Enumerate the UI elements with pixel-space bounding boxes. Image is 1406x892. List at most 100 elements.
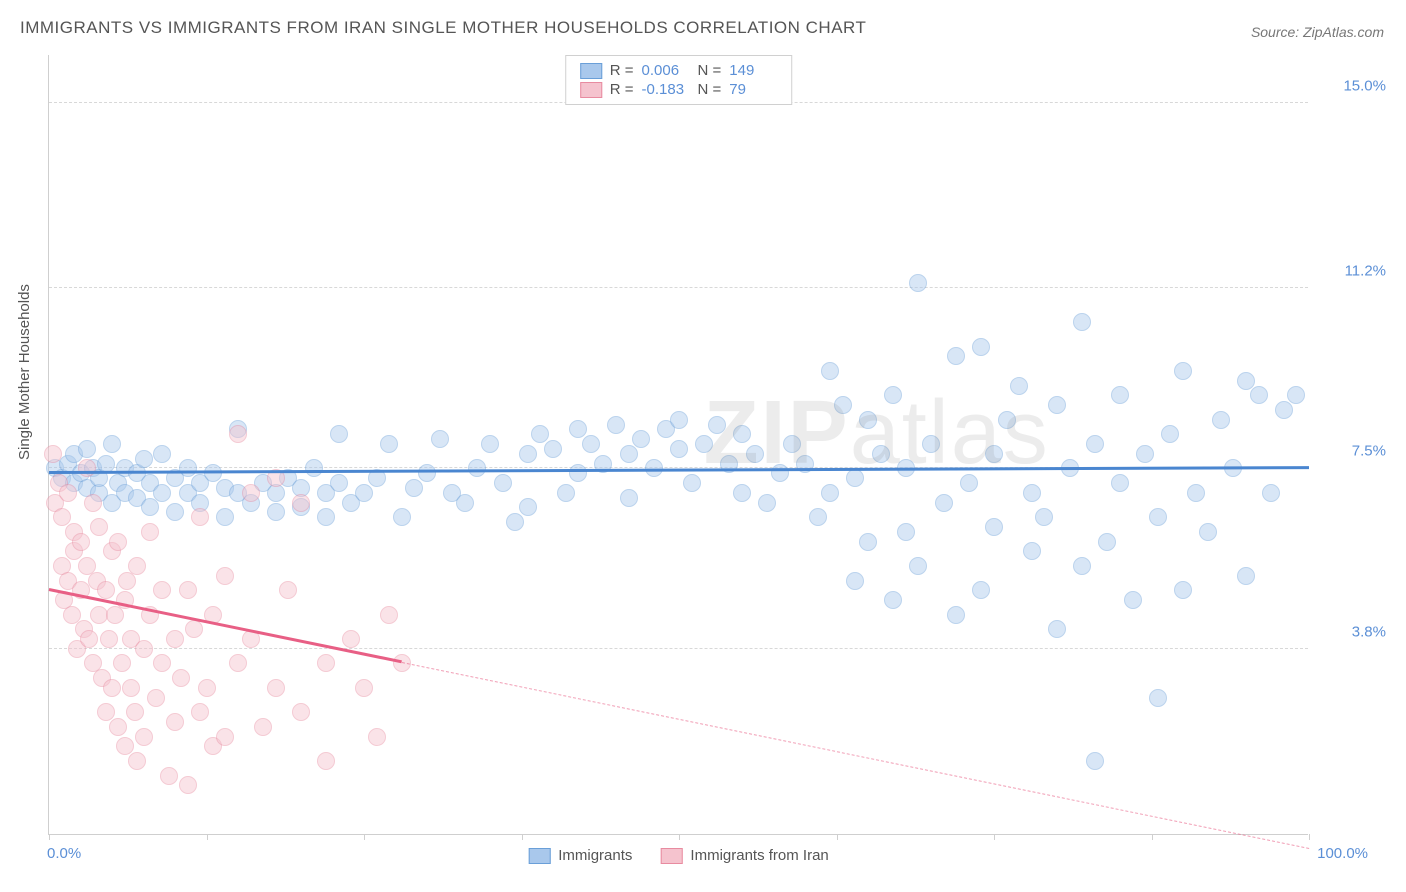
data-point xyxy=(126,703,144,721)
data-point xyxy=(582,435,600,453)
data-point xyxy=(191,508,209,526)
data-point xyxy=(1174,362,1192,380)
data-point xyxy=(569,464,587,482)
data-point xyxy=(141,523,159,541)
x-label-min: 0.0% xyxy=(47,845,81,862)
trendline xyxy=(49,588,402,663)
data-point xyxy=(431,430,449,448)
data-point xyxy=(292,494,310,512)
data-point xyxy=(620,445,638,463)
data-point xyxy=(670,440,688,458)
data-point xyxy=(998,411,1016,429)
data-point xyxy=(103,679,121,697)
data-point xyxy=(179,581,197,599)
data-point xyxy=(1111,474,1129,492)
source-label: Source: ZipAtlas.com xyxy=(1251,24,1384,40)
x-tick xyxy=(1309,834,1310,840)
y-tick-label: 11.2% xyxy=(1316,263,1386,280)
y-tick-label: 7.5% xyxy=(1316,443,1386,460)
data-point xyxy=(821,362,839,380)
data-point xyxy=(506,513,524,531)
data-point xyxy=(1010,377,1028,395)
data-point xyxy=(821,484,839,502)
data-point xyxy=(834,396,852,414)
data-point xyxy=(783,435,801,453)
data-point xyxy=(1237,372,1255,390)
data-point xyxy=(1073,557,1091,575)
data-point xyxy=(1048,396,1066,414)
data-point xyxy=(1086,435,1104,453)
legend-row-immigrants: R = 0.006 N = 149 xyxy=(580,61,778,80)
data-point xyxy=(947,347,965,365)
data-point xyxy=(733,425,751,443)
gridline xyxy=(49,648,1308,649)
data-point xyxy=(122,679,140,697)
data-point xyxy=(569,420,587,438)
data-point xyxy=(355,679,373,697)
data-point xyxy=(708,416,726,434)
y-tick-label: 3.8% xyxy=(1316,623,1386,640)
bottom-legend: Immigrants Immigrants from Iran xyxy=(528,847,829,864)
data-point xyxy=(153,581,171,599)
x-tick xyxy=(679,834,680,840)
data-point xyxy=(1023,542,1041,560)
data-point xyxy=(292,703,310,721)
data-point xyxy=(330,425,348,443)
data-point xyxy=(267,503,285,521)
data-point xyxy=(380,435,398,453)
data-point xyxy=(1174,581,1192,599)
data-point xyxy=(103,435,121,453)
data-point xyxy=(405,479,423,497)
data-point xyxy=(620,489,638,507)
x-tick xyxy=(837,834,838,840)
correlation-legend: R = 0.006 N = 149 R = -0.183 N = 79 xyxy=(565,55,793,105)
data-point xyxy=(90,518,108,536)
swatch-immigrants-icon xyxy=(528,848,550,864)
data-point xyxy=(135,728,153,746)
data-point xyxy=(128,752,146,770)
data-point xyxy=(216,508,234,526)
y-axis-label: Single Mother Households xyxy=(16,284,33,460)
data-point xyxy=(670,411,688,429)
data-point xyxy=(116,737,134,755)
data-point xyxy=(1212,411,1230,429)
data-point xyxy=(985,518,1003,536)
data-point xyxy=(166,503,184,521)
data-point xyxy=(342,630,360,648)
data-point xyxy=(317,752,335,770)
data-point xyxy=(922,435,940,453)
data-point xyxy=(909,557,927,575)
data-point xyxy=(166,630,184,648)
x-tick xyxy=(994,834,995,840)
plot-area: ZIPatlas R = 0.006 N = 149 R = -0.183 N … xyxy=(48,55,1308,835)
data-point xyxy=(1149,508,1167,526)
data-point xyxy=(1187,484,1205,502)
data-point xyxy=(305,459,323,477)
data-point xyxy=(198,679,216,697)
chart-container: IMMIGRANTS VS IMMIGRANTS FROM IRAN SINGL… xyxy=(0,0,1406,892)
x-label-max: 100.0% xyxy=(1317,845,1368,862)
data-point xyxy=(330,474,348,492)
data-point xyxy=(229,425,247,443)
data-point xyxy=(100,630,118,648)
data-point xyxy=(859,533,877,551)
data-point xyxy=(153,445,171,463)
data-point xyxy=(44,445,62,463)
bottom-legend-immigrants: Immigrants xyxy=(528,847,632,864)
gridline xyxy=(49,287,1308,288)
data-point xyxy=(897,523,915,541)
data-point xyxy=(859,411,877,429)
data-point xyxy=(872,445,890,463)
data-point xyxy=(695,435,713,453)
data-point xyxy=(109,533,127,551)
data-point xyxy=(216,728,234,746)
data-point xyxy=(1199,523,1217,541)
data-point xyxy=(1250,386,1268,404)
data-point xyxy=(456,494,474,512)
swatch-iran xyxy=(580,82,602,98)
x-tick xyxy=(364,834,365,840)
data-point xyxy=(380,606,398,624)
data-point xyxy=(494,474,512,492)
data-point xyxy=(53,508,71,526)
data-point xyxy=(960,474,978,492)
